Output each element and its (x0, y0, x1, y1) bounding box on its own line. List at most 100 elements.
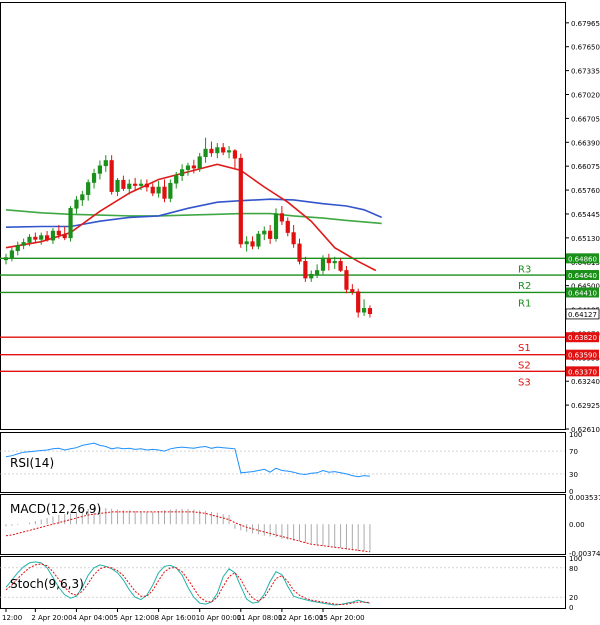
time-tick-label: 12 Apr 16:00 (278, 614, 324, 622)
candle-body (285, 220, 290, 233)
level-price-tag-text: 0.63590 (568, 352, 597, 360)
price-tick-label: 0.67335 (571, 68, 600, 76)
candle-body (144, 183, 149, 188)
candle-body (133, 183, 138, 186)
level-label-r3: R3 (518, 264, 531, 275)
level-label-s1: S1 (518, 343, 531, 354)
candle-body (197, 156, 202, 169)
candle-body (180, 169, 185, 176)
level-price-tag-r3 (566, 253, 599, 264)
main-panel-frame (0, 2, 566, 430)
candle-body (50, 230, 56, 241)
level-price-tag-text: 0.64860 (568, 255, 597, 263)
candle-body (27, 236, 32, 243)
level-price-tag-text: 0.63820 (568, 334, 597, 342)
level-price-tag-r1 (566, 287, 599, 298)
candle-body (226, 150, 232, 153)
candle-body (97, 165, 103, 174)
price-tick-label: 0.66075 (571, 163, 600, 171)
stoch-k-line (5, 561, 370, 606)
ma-green-line (5, 209, 382, 225)
level-price-tag-text: 0.63370 (568, 368, 597, 376)
stoch-panel: 100 80 20 0 Stoch(9,6,3) (0, 555, 582, 612)
macd-title: MACD(12,26,9) (10, 502, 101, 516)
candlesticks (3, 137, 373, 318)
ma-red-line (5, 163, 377, 272)
level-tags: 0.64860 0.64640 0.64410 0.63820 0.63590 0.633… (565, 253, 600, 377)
price-tick-label: 0.63240 (571, 378, 600, 386)
candle-body (44, 235, 50, 241)
candle-body (361, 308, 367, 313)
level-price-tag-s2 (566, 349, 599, 360)
price-tick-label: 0.65760 (571, 187, 600, 195)
candle-body (68, 207, 73, 239)
candle-body (215, 147, 220, 154)
candle-body (320, 258, 326, 271)
rsi-panel-frame (0, 432, 566, 493)
time-tick-label: 5 Apr 12:00 (114, 614, 155, 622)
level-label-r2: R2 (518, 281, 531, 292)
time-tick-label: 15 Apr 20:00 (319, 614, 365, 622)
candle-body (332, 261, 337, 264)
level-label-r1: R1 (518, 298, 531, 309)
candle-body (209, 148, 214, 154)
candle-body (156, 186, 161, 194)
price-tick-label: 0.62925 (571, 402, 600, 410)
candle-body (127, 183, 132, 189)
candle-body (121, 179, 126, 189)
stoch-tick-label: 80 (569, 565, 578, 573)
candle-body (115, 179, 120, 192)
macd-panel-frame (0, 494, 566, 555)
candle-body (244, 241, 249, 245)
time-axis: 12:00 2 Apr 20:00 4 Apr 04:00 5 Apr 12:00 8 … (2, 608, 365, 622)
time-tick-label: 11 Apr 08:00 (237, 614, 283, 622)
time-tick-label: 12:00 (2, 614, 22, 622)
level-label-s3: S3 (518, 377, 531, 388)
support-resistance-levels: R3 R2 R1 S1 S2 S3 (0, 257, 565, 388)
stoch-title: Stoch(9,6,3) (10, 577, 84, 591)
candle-body (309, 273, 314, 279)
candle-body (168, 182, 173, 199)
rsi-tick-label: 100 (569, 431, 582, 439)
level-label-s2: S2 (518, 361, 531, 372)
candle-body (238, 157, 243, 245)
time-tick-label: 8 Apr 16:00 (155, 614, 196, 622)
candle-body (3, 257, 9, 261)
candle-body (138, 183, 144, 186)
macd-panel: 0.003537 0.00 -0.003745 MACD(12,26,9) (0, 494, 600, 558)
candle-body (62, 234, 67, 239)
candle-body (109, 160, 114, 192)
price-tick-label: 0.67650 (571, 44, 600, 52)
candle-body (232, 150, 238, 159)
candle-body (9, 250, 14, 258)
candle-body (21, 242, 26, 246)
moving-averages (5, 163, 383, 272)
rsi-tick-label: 0 (569, 488, 573, 496)
candle-body (291, 232, 296, 245)
candle-body (367, 308, 373, 315)
level-price-tag-r2 (566, 270, 599, 281)
candle-body (221, 147, 226, 153)
candle-body (303, 261, 308, 279)
candle-body (33, 236, 38, 240)
candle-body (91, 173, 97, 183)
macd-content: 0.003537 0.00 -0.003745 (5, 494, 600, 558)
rsi-tick-label: 70 (569, 448, 578, 456)
rsi-tick-label: 30 (569, 471, 578, 479)
candle-body (74, 199, 79, 209)
candle-body (250, 241, 255, 247)
price-tick-label: 0.67965 (571, 20, 600, 28)
level-price-tag-s3 (566, 366, 599, 377)
rsi-title: RSI(14) (10, 456, 54, 470)
candle-body (315, 270, 320, 275)
candle-body (338, 261, 343, 271)
candle-body (356, 291, 361, 313)
stoch-tick-label: 0 (569, 604, 573, 612)
macd-tick-label: -0.003745 (569, 550, 600, 558)
candle-body (268, 230, 273, 239)
price-tick-label: 0.67020 (571, 92, 600, 100)
candle-body (203, 148, 208, 157)
time-tick-label: 4 Apr 04:00 (72, 614, 113, 622)
candle-body (297, 243, 302, 262)
rsi-panel: 100 70 30 0 RSI(14) (0, 431, 582, 496)
